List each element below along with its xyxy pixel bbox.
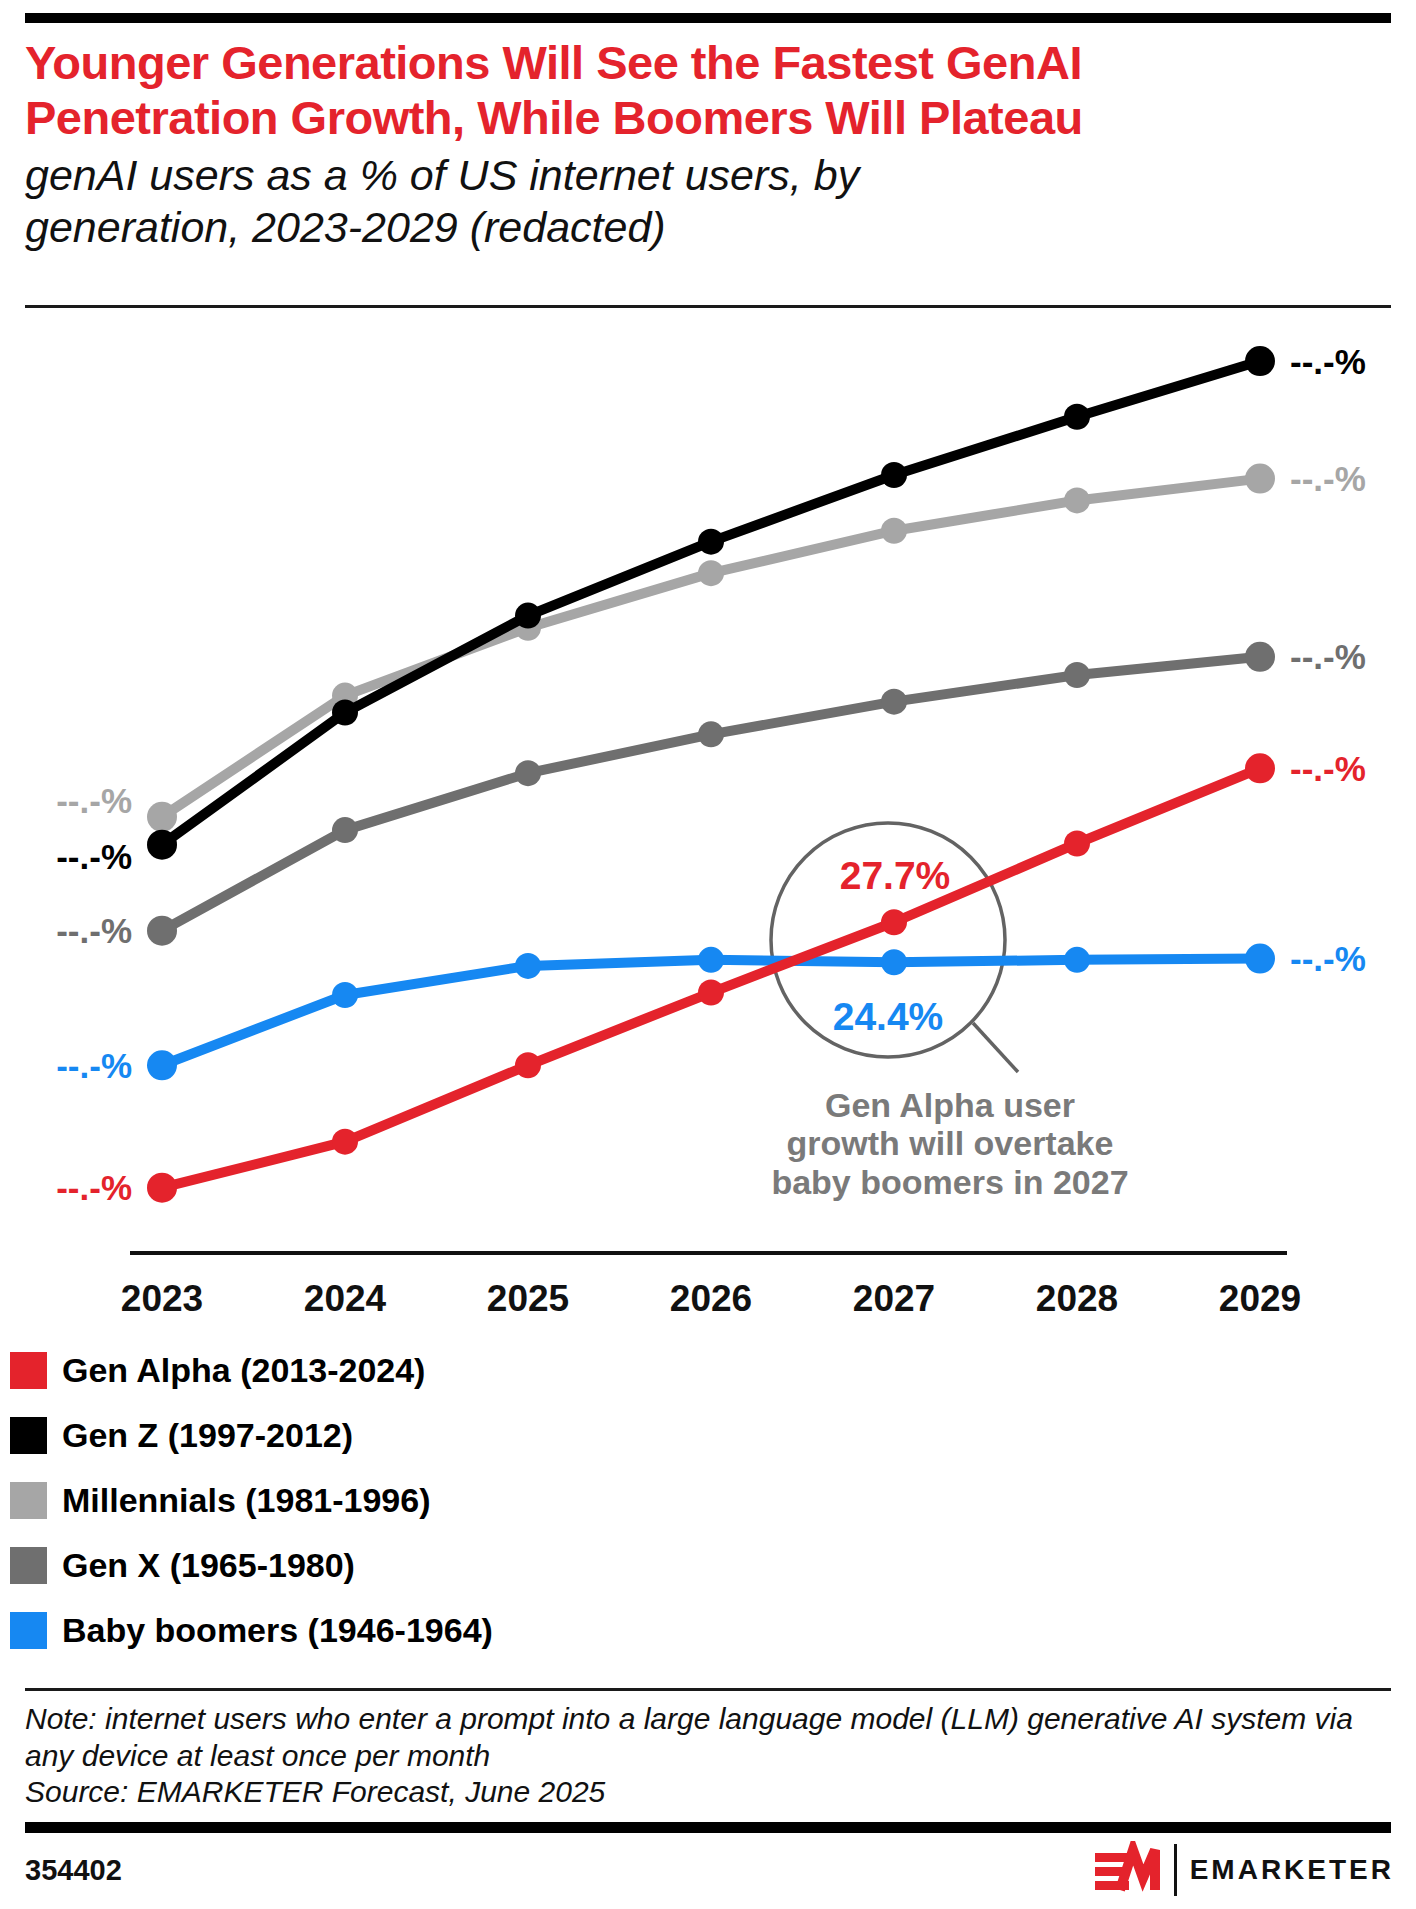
data-point-gen_x-2025 [515,760,541,786]
data-point-gen_z-2024 [332,700,358,726]
data-point-baby_boomers-2029 [1245,944,1275,974]
legend-label: Gen X (1965-1980) [62,1546,355,1585]
redacted-start-label-millennials: --.-% [56,781,132,820]
data-point-gen_z-2027 [881,462,907,488]
redacted-end-label-gen_z: --.-% [1290,342,1366,381]
callout-value-baby_boomers: 24.4% [833,995,944,1038]
chart-id: 354402 [25,1854,122,1887]
data-point-gen_alpha-2027 [881,909,907,935]
redacted-start-label-gen_x: --.-% [56,911,132,950]
footer-divider [25,1688,1391,1691]
legend-label: Baby boomers (1946-1964) [62,1611,493,1650]
data-point-gen_x-2027 [881,689,907,715]
data-point-gen_z-2025 [515,603,541,629]
note-text: Note: internet users who enter a prompt … [25,1701,1395,1774]
data-point-millennials-2023 [147,802,177,832]
legend-label: Gen Alpha (2013-2024) [62,1351,425,1390]
notes-block: Note: internet users who enter a prompt … [25,1701,1395,1811]
year-tick-label-2023: 2023 [121,1278,203,1319]
legend-item: Baby boomers (1946-1964) [10,1612,493,1649]
year-tick-label-2026: 2026 [670,1278,752,1319]
legend-item: Gen X (1965-1980) [10,1547,493,1584]
source-text: Source: EMARKETER Forecast, June 2025 [25,1774,1395,1811]
data-point-millennials-2026 [698,560,724,586]
legend-swatch [10,1612,47,1649]
annotation-leader-line [973,1023,1018,1072]
legend-item: Gen Alpha (2013-2024) [10,1352,493,1389]
data-point-gen_alpha-2029 [1245,753,1275,783]
year-tick-label-2025: 2025 [487,1278,569,1319]
legend-swatch [10,1417,47,1454]
data-point-gen_x-2026 [698,721,724,747]
redacted-start-label-baby_boomers: --.-% [56,1046,132,1085]
redacted-end-label-gen_x: --.-% [1290,637,1366,676]
legend-item: Millennials (1981-1996) [10,1482,493,1519]
data-point-gen_x-2024 [332,817,358,843]
bottom-accent-bar [25,1822,1391,1833]
redacted-start-label-gen_alpha: --.-% [56,1168,132,1207]
annotation-caption: Gen Alpha usergrowth will overtakebaby b… [745,1086,1155,1201]
annotation-caption-line: Gen Alpha user [745,1086,1155,1124]
data-point-gen_alpha-2028 [1064,830,1090,856]
data-point-baby_boomers-2026 [698,947,724,973]
data-point-baby_boomers-2027 [881,949,907,975]
data-point-gen_x-2029 [1245,642,1275,672]
data-point-gen_x-2028 [1064,662,1090,688]
year-tick-label-2029: 2029 [1219,1278,1301,1319]
callout-value-gen_alpha: 27.7% [840,854,951,897]
legend-item: Gen Z (1997-2012) [10,1417,493,1454]
redacted-end-label-gen_alpha: --.-% [1290,749,1366,788]
data-point-millennials-2028 [1064,487,1090,513]
infographic-page: Younger Generations Will See the Fastest… [0,0,1416,1909]
data-point-millennials-2029 [1245,464,1275,494]
redacted-end-label-baby_boomers: --.-% [1290,939,1366,978]
series-line-gen_x [162,657,1260,931]
data-point-baby_boomers-2028 [1064,947,1090,973]
redacted-end-label-millennials: --.-% [1290,459,1366,498]
data-point-gen_z-2028 [1064,404,1090,430]
legend-label: Millennials (1981-1996) [62,1481,431,1520]
data-point-baby_boomers-2024 [332,982,358,1008]
data-point-gen_alpha-2026 [698,980,724,1006]
data-point-gen_alpha-2023 [147,1173,177,1203]
annotation-caption-line: baby boomers in 2027 [745,1163,1155,1201]
data-point-gen_z-2026 [698,529,724,555]
legend-swatch [10,1547,47,1584]
legend-swatch [10,1352,47,1389]
year-tick-label-2027: 2027 [853,1278,935,1319]
data-point-gen_z-2029 [1245,346,1275,376]
emarketer-monogram-icon [1095,1841,1161,1899]
data-point-millennials-2027 [881,518,907,544]
data-point-gen_x-2023 [147,916,177,946]
data-point-baby_boomers-2023 [147,1050,177,1080]
year-tick-label-2024: 2024 [304,1278,387,1319]
series-line-gen_z [162,361,1260,845]
series-line-baby_boomers [162,959,1260,1066]
redacted-start-label-gen_z: --.-% [56,837,132,876]
chart-legend: Gen Alpha (2013-2024) Gen Z (1997-2012) Mi… [10,1352,493,1677]
annotation-caption-line: growth will overtake [745,1124,1155,1162]
data-point-gen_alpha-2025 [515,1052,541,1078]
logo-divider [1174,1844,1177,1896]
data-point-baby_boomers-2025 [515,953,541,979]
data-point-gen_z-2023 [147,830,177,860]
data-point-gen_alpha-2024 [332,1129,358,1155]
brand-wordmark: EMARKETER [1190,1854,1394,1886]
legend-swatch [10,1482,47,1519]
year-tick-label-2028: 2028 [1036,1278,1118,1319]
emarketer-logo: EMARKETER [1095,1840,1394,1900]
legend-label: Gen Z (1997-2012) [62,1416,353,1455]
